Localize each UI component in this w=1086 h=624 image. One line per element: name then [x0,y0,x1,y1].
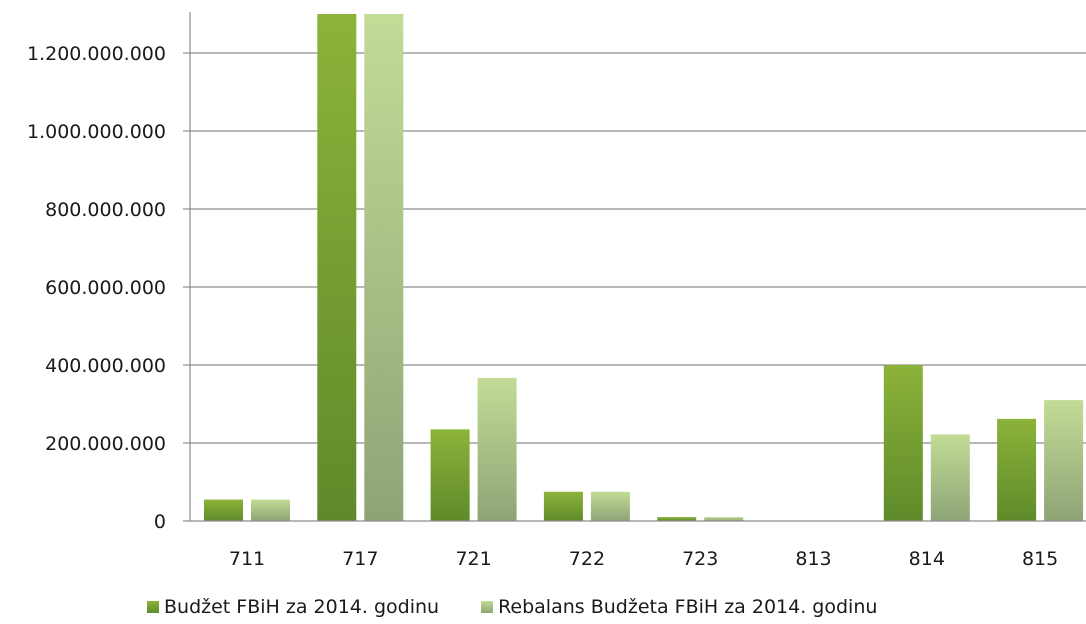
x-tick-label: 723 [682,548,718,570]
bar-rebalans-721 [477,377,517,521]
x-tick-label: 813 [795,548,831,570]
x-tick-label: 717 [342,548,378,570]
y-tick-label: 200.000.000 [45,433,166,455]
x-tick-label: 721 [455,548,491,570]
y-tick-label: 1.200.000.000 [27,43,166,65]
x-tick-label: 722 [569,548,605,570]
bar-budzet-815 [997,418,1037,521]
legend-item-budzet: Budžet FBiH za 2014. godinu [147,596,439,618]
y-tick-label: 400.000.000 [45,355,166,377]
legend-swatch-budzet [147,601,159,613]
bar-rebalans-722 [590,491,630,521]
y-tick-label: 800.000.000 [45,199,166,221]
bar-budzet-723 [657,517,697,521]
bar-budzet-711 [204,499,243,521]
bar-budzet-814 [883,365,923,521]
bar-rebalans-717 [364,14,404,521]
y-tick-label: 600.000.000 [45,277,166,299]
legend-swatch-rebalans [481,601,494,613]
bars [204,14,1084,521]
x-tick-label: 815 [1022,548,1058,570]
legend: Budžet FBiH za 2014. godinu Rebalans Bud… [147,596,877,618]
bar-rebalans-711 [251,499,290,521]
x-tick-label: 711 [229,548,265,570]
x-tick-label: 814 [909,548,945,570]
legend-label-budzet: Budžet FBiH za 2014. godinu [164,596,440,618]
bar-rebalans-814 [930,434,970,521]
bar-budzet-717 [317,14,357,521]
legend-item-rebalans: Rebalans Budžeta FBiH za 2014. godinu [481,596,877,618]
legend-label-rebalans: Rebalans Budžeta FBiH za 2014. godinu [498,596,878,618]
y-tick-label: 1.000.000.000 [27,121,166,143]
y-tick-label: 0 [154,511,166,533]
tick-labels: 0 200.000.000 400.000.000 600.000.000 800.00… [27,43,1058,570]
bar-budzet-722 [543,491,583,521]
bar-budzet-721 [430,429,470,521]
axes [183,12,1086,522]
bar-rebalans-815 [1044,400,1084,521]
bar-rebalans-723 [704,517,744,521]
bar-chart: 0 200.000.000 400.000.000 600.000.000 800.00… [27,12,1086,570]
